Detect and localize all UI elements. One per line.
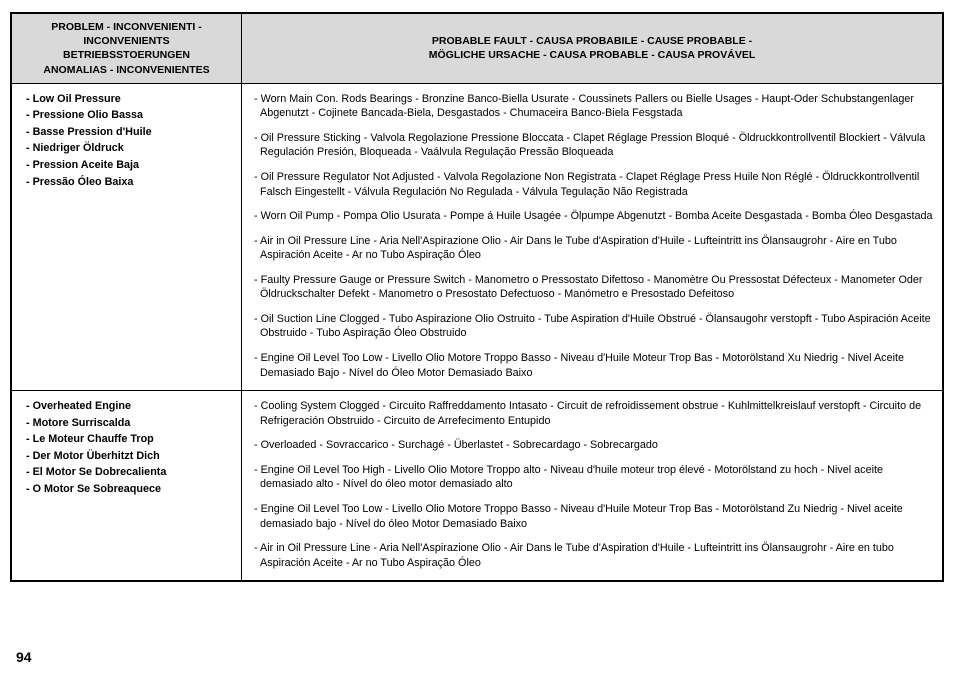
cause-item: - Oil Suction Line Clogged - Tubo Aspira…	[248, 312, 934, 341]
problem-item: - El Motor Se Dobrecalienta	[26, 465, 233, 480]
troubleshoot-table: PROBLEM - INCONVENIENTI - INCONVENIENTSB…	[11, 13, 943, 581]
problem-item: - Overheated Engine	[26, 399, 233, 414]
cause-item: - Faulty Pressure Gauge or Pressure Swit…	[248, 273, 934, 302]
problem-item: - Pressione Olio Bassa	[26, 108, 233, 123]
cause-header: PROBABLE FAULT - CAUSA PROBABILE - CAUSE…	[242, 14, 943, 84]
cause-item: - Worn Oil Pump - Pompa Olio Usurata - P…	[248, 209, 934, 224]
table-row: - Overheated Engine- Motore Surriscalda-…	[12, 391, 943, 581]
cause-item: - Engine Oil Level Too Low - Livello Oli…	[248, 502, 934, 531]
cause-item: - Oil Pressure Regulator Not Adjusted - …	[248, 170, 934, 199]
problem-header: PROBLEM - INCONVENIENTI - INCONVENIENTSB…	[12, 14, 242, 84]
cause-item: - Overloaded - Sovraccarico - Surchagé -…	[248, 438, 934, 453]
page-number: 94	[16, 648, 32, 667]
problem-item: - Le Moteur Chauffe Trop	[26, 432, 233, 447]
table-header-row: PROBLEM - INCONVENIENTI - INCONVENIENTSB…	[12, 14, 943, 84]
cause-item: - Worn Main Con. Rods Bearings - Bronzin…	[248, 92, 934, 121]
cause-item: - Cooling System Clogged - Circuito Raff…	[248, 399, 934, 428]
cause-item: - Air in Oil Pressure Line - Aria Nell'A…	[248, 234, 934, 263]
cause-item: - Engine Oil Level Too Low - Livello Oli…	[248, 351, 934, 380]
cause-cell: - Cooling System Clogged - Circuito Raff…	[242, 391, 943, 581]
problem-item: - Niedriger Öldruck	[26, 141, 233, 156]
problem-item: - Low Oil Pressure	[26, 92, 233, 107]
problem-item: - Basse Pression d'Huile	[26, 125, 233, 140]
table-row: - Low Oil Pressure- Pressione Olio Bassa…	[12, 83, 943, 390]
problem-cell: - Low Oil Pressure- Pressione Olio Bassa…	[12, 83, 242, 390]
problem-item: - Motore Surriscalda	[26, 416, 233, 431]
cause-item: - Engine Oil Level Too High - Livello Ol…	[248, 463, 934, 492]
cause-item: - Air in Oil Pressure Line - Aria Nell'A…	[248, 541, 934, 570]
page-frame: PROBLEM - INCONVENIENTI - INCONVENIENTSB…	[10, 12, 944, 582]
problem-item: - O Motor Se Sobreaquece	[26, 482, 233, 497]
problem-item: - Pressão Óleo Baixa	[26, 175, 233, 190]
cause-item: - Oil Pressure Sticking - Valvola Regola…	[248, 131, 934, 160]
problem-item: - Der Motor Überhitzt Dich	[26, 449, 233, 464]
cause-cell: - Worn Main Con. Rods Bearings - Bronzin…	[242, 83, 943, 390]
table-body: - Low Oil Pressure- Pressione Olio Bassa…	[12, 83, 943, 581]
problem-cell: - Overheated Engine- Motore Surriscalda-…	[12, 391, 242, 581]
problem-item: - Pression Aceite Baja	[26, 158, 233, 173]
